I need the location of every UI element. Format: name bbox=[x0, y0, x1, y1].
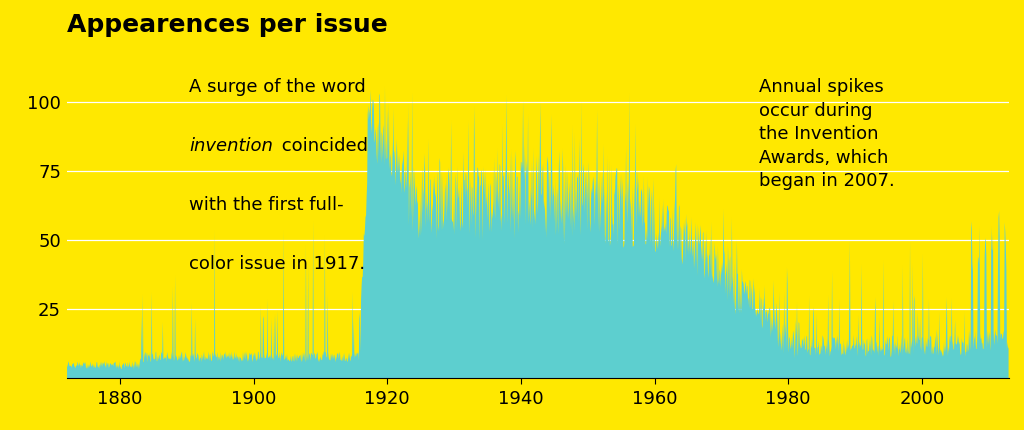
Text: Annual spikes
occur during
the Invention
Awards, which
began in 2007.: Annual spikes occur during the Invention… bbox=[759, 78, 895, 190]
Text: color issue in 1917.: color issue in 1917. bbox=[189, 255, 366, 273]
Text: coincided: coincided bbox=[275, 137, 368, 155]
Text: Appearences per issue: Appearences per issue bbox=[67, 13, 387, 37]
Text: A surge of the word: A surge of the word bbox=[189, 78, 366, 96]
Text: invention: invention bbox=[189, 137, 273, 155]
Text: with the first full-: with the first full- bbox=[189, 196, 344, 214]
